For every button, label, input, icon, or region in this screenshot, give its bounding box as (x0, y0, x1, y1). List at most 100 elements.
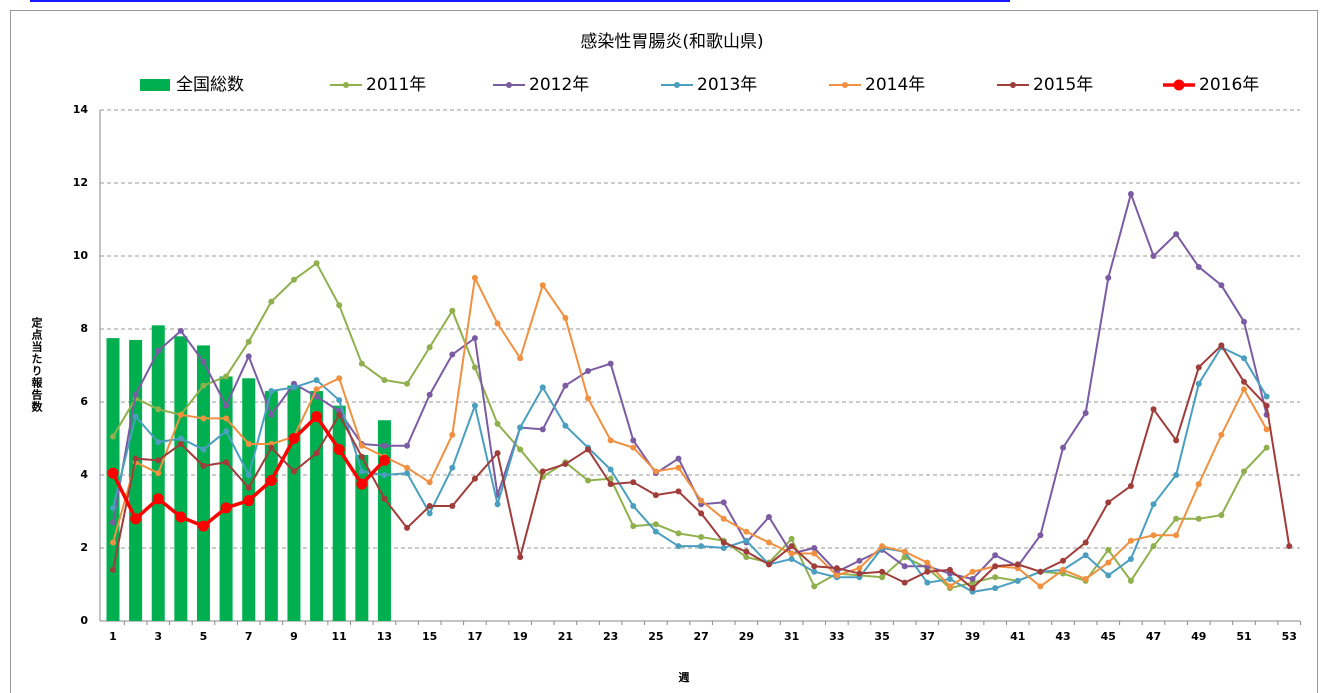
marker (539, 384, 546, 391)
marker (1195, 380, 1202, 387)
marker (901, 579, 908, 586)
marker (177, 411, 184, 418)
marker (1105, 274, 1112, 281)
marker (132, 391, 139, 398)
marker (698, 534, 705, 541)
marker (404, 442, 411, 449)
marker (675, 543, 682, 550)
legend-marker (842, 82, 848, 88)
marker (720, 545, 727, 551)
marker (833, 572, 840, 579)
marker (426, 391, 433, 398)
marker (1173, 532, 1180, 539)
marker (946, 566, 953, 573)
marker (1082, 539, 1089, 546)
marker (1173, 515, 1180, 522)
x-tick-label: 43 (1055, 630, 1070, 643)
marker (268, 388, 275, 395)
x-tick-label: 25 (648, 630, 663, 643)
x-tick-label: 27 (693, 630, 708, 643)
marker (313, 386, 320, 393)
bar (219, 376, 233, 621)
marker (517, 355, 524, 362)
marker (517, 554, 524, 561)
marker (311, 411, 323, 423)
legend-label: 全国総数 (176, 75, 244, 95)
marker (449, 503, 456, 510)
marker (1105, 572, 1112, 579)
line (112, 274, 1268, 588)
marker (788, 543, 795, 550)
marker (313, 377, 320, 384)
marker (562, 422, 569, 429)
marker (607, 466, 614, 473)
marker (1105, 546, 1112, 553)
x-tick-label: 5 (200, 630, 208, 643)
marker (288, 433, 300, 444)
legend-label: 2013年 (697, 75, 757, 95)
y-tick-label: 12 (73, 176, 88, 189)
marker (245, 484, 252, 491)
marker (607, 437, 614, 444)
marker (223, 402, 230, 409)
marker (152, 493, 164, 505)
y-tick-label: 6 (80, 395, 88, 408)
y-tick-label: 2 (80, 541, 88, 554)
marker (517, 424, 524, 431)
marker (378, 454, 390, 466)
marker (1037, 532, 1044, 539)
x-tick-label: 51 (1236, 630, 1251, 643)
marker (562, 382, 569, 389)
marker (313, 393, 320, 400)
marker (698, 510, 705, 517)
marker (607, 360, 614, 367)
x-tick-label: 7 (245, 630, 253, 643)
marker (426, 503, 433, 510)
marker (426, 510, 433, 517)
x-tick-label: 53 (1282, 630, 1297, 643)
marker (1173, 231, 1180, 238)
marker (471, 364, 478, 371)
marker (471, 402, 478, 409)
bar (355, 454, 369, 621)
x-tick-label: 35 (874, 630, 889, 643)
marker (720, 539, 727, 546)
marker (110, 433, 116, 440)
chart-title: 感染性胃腸炎(和歌山県) (580, 32, 763, 52)
x-tick-label: 17 (467, 630, 482, 643)
legend-label: 2012年 (529, 75, 589, 95)
marker (449, 431, 456, 438)
x-axis-label: 週 (679, 670, 690, 684)
marker (336, 397, 343, 404)
marker (130, 513, 142, 525)
marker (1014, 561, 1021, 568)
marker (110, 566, 116, 573)
marker (652, 528, 659, 535)
marker (856, 570, 863, 577)
marker (675, 488, 682, 495)
marker (471, 475, 478, 482)
marker (879, 568, 886, 575)
marker (630, 444, 637, 451)
bar (287, 385, 301, 621)
marker (856, 565, 863, 572)
marker (585, 367, 592, 374)
marker (1263, 402, 1270, 409)
marker (901, 563, 908, 570)
marker (132, 455, 139, 462)
marker (155, 439, 162, 446)
marker (333, 443, 345, 455)
marker (426, 344, 433, 351)
marker (290, 468, 297, 475)
marker (471, 274, 478, 281)
marker (336, 302, 343, 309)
marker (743, 528, 750, 535)
marker (177, 327, 184, 334)
x-tick-label: 33 (829, 630, 844, 643)
marker (585, 477, 592, 484)
marker (1195, 263, 1202, 270)
marker (358, 442, 365, 449)
marker (1037, 583, 1044, 590)
marker (879, 574, 886, 581)
marker (698, 543, 705, 550)
